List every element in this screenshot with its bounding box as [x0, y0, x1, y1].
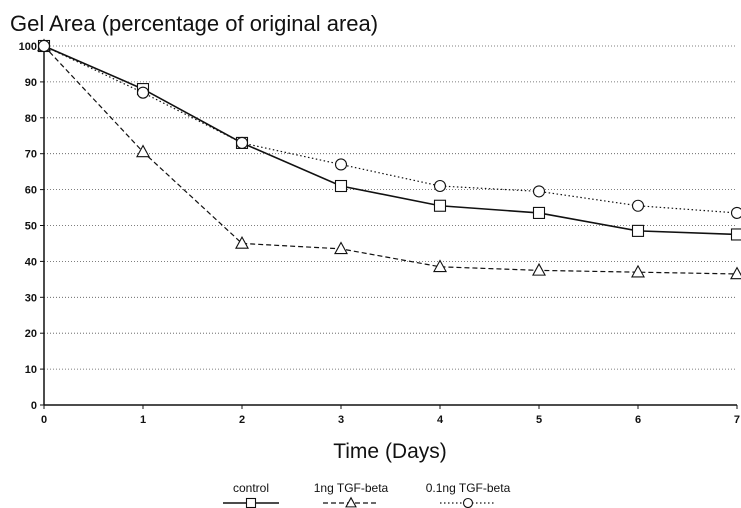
- point-0-1ng-tgf-beta-3: [334, 158, 348, 171]
- y-tick-label-100: 100: [19, 41, 37, 53]
- y-tick-label-30: 30: [25, 292, 37, 304]
- y-tick-label-10: 10: [25, 364, 37, 376]
- point-1ng-tgf-beta-1: [136, 144, 150, 158]
- y-tick-label-20: 20: [25, 328, 37, 340]
- point-0-1ng-tgf-beta-1: [136, 86, 150, 99]
- legend-label-control: control: [233, 481, 269, 495]
- point-0-1ng-tgf-beta-0: [37, 39, 51, 53]
- legend: control 1ng TGF-beta 0.1ng TGF-beta: [223, 481, 511, 508]
- series-line-1ng-tgf-beta: [43, 45, 738, 275]
- point-0-1ng-tgf-beta-6: [631, 199, 645, 212]
- point-1ng-tgf-beta-6: [631, 264, 645, 278]
- point-control-4: [433, 199, 447, 212]
- point-control-5: [532, 206, 546, 219]
- legend-label-1ng-tgf-beta: 1ng TGF-beta: [314, 481, 389, 495]
- legend-marker-control: [245, 497, 257, 508]
- series-layer: [37, 38, 741, 280]
- x-tick-label-2: 2: [239, 414, 245, 426]
- point-1ng-tgf-beta-7: [730, 266, 741, 280]
- x-tick-label-3: 3: [338, 414, 344, 426]
- legend-marker-0-1ng-tgf-beta: [462, 497, 474, 508]
- point-1ng-tgf-beta-5: [532, 262, 546, 276]
- point-1ng-tgf-beta-2: [235, 235, 249, 249]
- y-tick-label-90: 90: [25, 77, 37, 89]
- x-tick-label-5: 5: [536, 414, 542, 426]
- y-tick-label-0: 0: [31, 400, 37, 412]
- legend-marker-1ng-tgf-beta: [345, 496, 357, 508]
- point-1ng-tgf-beta-4: [433, 259, 447, 273]
- y-tick-label-70: 70: [25, 149, 37, 161]
- y-tick-label-50: 50: [25, 221, 37, 233]
- point-0-1ng-tgf-beta-5: [532, 185, 546, 198]
- x-tick-label-1: 1: [140, 414, 146, 426]
- point-control-7: [730, 228, 741, 241]
- point-1ng-tgf-beta-3: [334, 241, 348, 255]
- chart-title: Gel Area (percentage of original area): [10, 11, 378, 36]
- legend-label-0-1ng-tgf-beta: 0.1ng TGF-beta: [426, 481, 511, 495]
- x-axis-label: Time (Days): [333, 440, 447, 463]
- x-tick-label-7: 7: [734, 414, 740, 426]
- series-line-0-1ng-tgf-beta: [43, 45, 738, 214]
- x-tick-label-4: 4: [437, 414, 444, 426]
- y-tick-label-40: 40: [25, 256, 37, 268]
- axes: [43, 44, 737, 406]
- series-line-control: [43, 45, 738, 236]
- ticks: 0 10 20 30 40 50 60 70 80 90 100 0 1 2 3 4 5 6 7: [19, 41, 740, 426]
- point-control-6: [631, 224, 645, 237]
- point-control-3: [334, 179, 348, 193]
- x-tick-label-0: 0: [41, 414, 47, 426]
- point-0-1ng-tgf-beta-2: [235, 136, 249, 149]
- y-tick-label-80: 80: [25, 113, 37, 125]
- point-0-1ng-tgf-beta-7: [730, 206, 741, 219]
- x-tick-label-6: 6: [635, 414, 641, 426]
- y-tick-label-60: 60: [25, 185, 37, 197]
- series-1ng-tgf-beta: [37, 38, 741, 280]
- point-0-1ng-tgf-beta-4: [433, 179, 447, 193]
- series-0-1ng-tgf-beta: [37, 39, 741, 219]
